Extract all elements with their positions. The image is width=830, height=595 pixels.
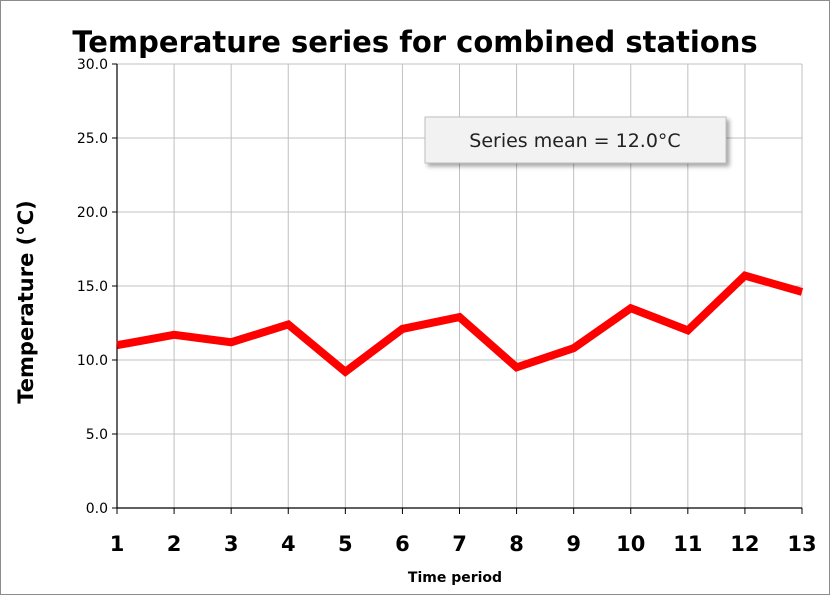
mean-annotation: Series mean = 12.0°C [424,116,727,164]
x-tick-label: 4 [281,532,296,556]
x-tick-label: 2 [167,532,182,556]
x-tick-label: 6 [395,532,410,556]
x-axis-ticks: 1 2 3 4 5 6 7 8 9 10 11 12 13 [110,508,817,556]
x-tick-label: 9 [566,532,581,556]
y-tick-label: 30.0 [77,57,108,73]
annotation-box [424,116,727,164]
chart-title: Temperature series for combined stations [72,25,757,59]
x-tick-label: 11 [673,532,702,556]
annotation-text: Series mean = 12.0°C [469,130,680,152]
x-tick-label: 10 [616,532,645,556]
x-tick-label: 7 [452,532,467,556]
x-tick-label: 5 [338,532,353,556]
x-axis-label: Time period [408,570,502,586]
y-tick-label: 20.0 [77,205,108,221]
x-tick-label: 13 [787,532,816,556]
x-tick-label: 8 [509,532,524,556]
x-tick-label: 3 [224,532,239,556]
y-axis-ticks: 0.0 5.0 10.0 15.0 20.0 25.0 30.0 [77,57,117,517]
y-tick-label: 0.0 [86,501,108,517]
y-tick-label: 10.0 [77,353,108,369]
y-axis-label: Temperature (°C) [14,200,38,403]
x-tick-label: 12 [730,532,759,556]
y-tick-label: 5.0 [86,427,108,443]
series-layer [116,271,804,377]
x-tick-label: 1 [110,532,125,556]
y-tick-label: 25.0 [77,131,108,147]
y-tick-label: 15.0 [77,279,108,295]
